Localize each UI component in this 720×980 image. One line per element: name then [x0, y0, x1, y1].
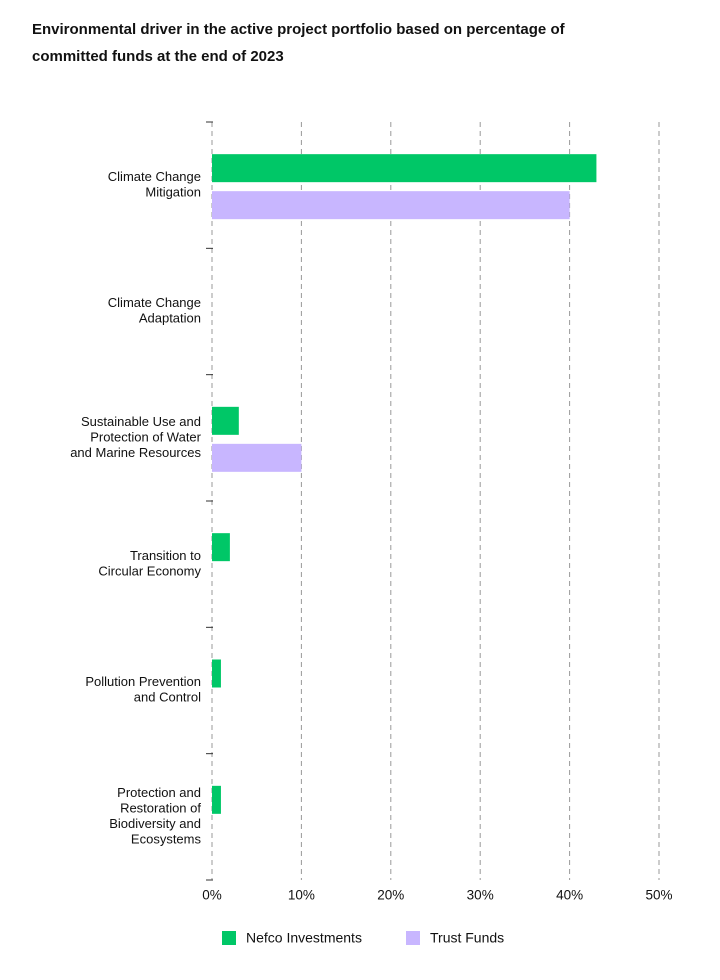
chart-title: Environmental driver in the active proje… [32, 21, 566, 38]
x-tick-label: 30% [467, 888, 494, 903]
category-label: and Marine Resources [70, 445, 201, 460]
bar [212, 659, 221, 688]
category-label: Circular Economy [98, 563, 201, 578]
bar [212, 191, 570, 220]
x-tick-label: 10% [288, 888, 315, 903]
bar [212, 406, 239, 435]
legend-label: Trust Funds [430, 930, 504, 946]
x-tick-label: 40% [556, 888, 583, 903]
x-tick-label: 0% [202, 888, 222, 903]
category-label: Restoration of [120, 801, 201, 816]
legend-swatch [222, 931, 236, 945]
category-label: Pollution Prevention [85, 674, 201, 689]
category-label: and Control [134, 690, 201, 705]
category-label: Protection and [117, 785, 201, 800]
bar [212, 154, 597, 183]
chart-title: committed funds at the end of 2023 [32, 48, 284, 65]
category-label: Climate Change [108, 295, 201, 310]
legend-label: Nefco Investments [246, 930, 362, 946]
legend-swatch [406, 931, 420, 945]
category-label: Protection of Water [90, 429, 201, 444]
bar [212, 533, 230, 562]
category-label: Adaptation [139, 311, 201, 326]
category-label: Climate Change [108, 169, 201, 184]
bar [212, 785, 221, 814]
x-tick-label: 50% [645, 888, 672, 903]
x-tick-label: 20% [377, 888, 404, 903]
bar [212, 443, 302, 472]
category-label: Sustainable Use and [81, 414, 201, 429]
category-label: Transition to [130, 548, 201, 563]
category-label: Mitigation [145, 184, 201, 199]
category-label: Ecosystems [131, 832, 202, 847]
category-label: Biodiversity and [109, 816, 201, 831]
